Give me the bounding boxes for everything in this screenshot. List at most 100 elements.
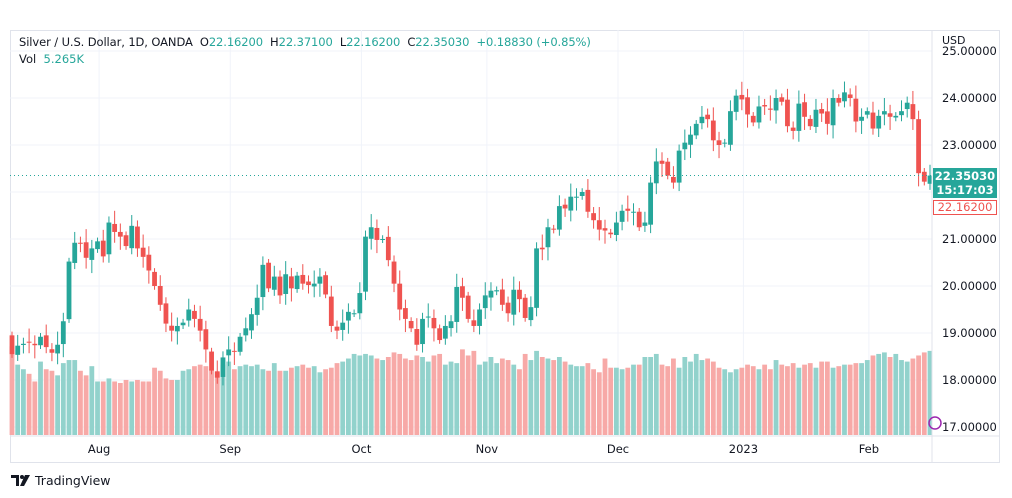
candle-body xyxy=(773,98,779,111)
volume-bar xyxy=(83,375,89,435)
symbol-title[interactable]: Silver / U.S. Dollar, 1D, OANDA xyxy=(19,35,193,49)
volume-bar xyxy=(745,364,750,435)
volume-bar xyxy=(72,360,78,435)
candle-body xyxy=(739,94,745,100)
volume-bar xyxy=(260,369,266,435)
volume-bar xyxy=(836,366,842,435)
candle-body xyxy=(728,111,733,145)
volume-bar xyxy=(186,369,192,435)
volume-bar xyxy=(921,352,927,435)
candle-body xyxy=(260,264,266,298)
candle-body xyxy=(448,321,454,329)
candle-body xyxy=(454,286,460,322)
candle-body xyxy=(140,247,146,257)
chart-frame[interactable] xyxy=(10,30,1000,463)
candle-body xyxy=(117,231,123,237)
candle-body xyxy=(174,325,180,332)
volume-bar xyxy=(773,360,779,435)
candle-body xyxy=(15,345,21,355)
volume-bar xyxy=(214,372,220,435)
volume-bar xyxy=(710,361,716,435)
volume-bar xyxy=(437,353,443,435)
volume-bar xyxy=(243,364,249,435)
candle-body xyxy=(864,111,870,115)
candle-body xyxy=(756,106,762,123)
volume-bar xyxy=(26,373,32,435)
volume-bar xyxy=(43,369,49,435)
candle-body xyxy=(471,320,477,326)
close-label: C xyxy=(407,35,416,49)
volume-bar xyxy=(368,355,374,435)
candle-body xyxy=(699,116,705,124)
high-value: 22.37100 xyxy=(278,35,333,49)
candle-body xyxy=(842,92,847,102)
candle-body xyxy=(442,325,448,339)
candle-body xyxy=(380,239,386,240)
volume-bar xyxy=(722,369,728,435)
candle-body xyxy=(916,119,921,174)
volume-bar xyxy=(613,367,619,435)
volume-bar xyxy=(767,369,773,435)
candle-body xyxy=(226,349,232,356)
candle-body xyxy=(203,329,209,350)
candlesticks xyxy=(9,81,933,386)
candle-body xyxy=(72,242,78,263)
tradingview-brand[interactable]: TradingView xyxy=(11,473,111,488)
candle-body xyxy=(363,236,368,292)
volume-bar xyxy=(117,383,123,435)
volume-bar xyxy=(699,360,705,435)
volume-bar xyxy=(859,363,864,435)
volume-bar xyxy=(271,363,277,435)
volume-bar xyxy=(152,367,157,435)
candle-body xyxy=(323,275,329,295)
volume-bar xyxy=(785,366,790,435)
candle-body xyxy=(904,102,910,110)
volume-bar xyxy=(881,352,887,435)
price-tick-label: 21.00000 xyxy=(942,232,997,246)
volume-bar xyxy=(545,358,551,435)
volume-bar xyxy=(802,364,807,435)
volume-bar xyxy=(346,358,351,435)
volume-bar xyxy=(574,366,579,435)
candle-body xyxy=(853,98,859,122)
currency-label[interactable]: USD xyxy=(942,34,966,47)
volume-bar xyxy=(893,353,899,435)
vol-label[interactable]: Vol xyxy=(19,52,37,66)
candle-body xyxy=(653,161,659,184)
candle-body xyxy=(796,103,802,131)
volume-bar xyxy=(385,357,391,435)
volume-bar xyxy=(300,364,306,435)
volume-bar xyxy=(380,360,386,435)
volume-bar xyxy=(9,346,15,435)
candle-body xyxy=(688,134,693,145)
candle-body xyxy=(693,123,699,136)
candle-body xyxy=(243,328,249,336)
price-tick-label: 19.00000 xyxy=(942,326,997,340)
candle-body xyxy=(665,161,671,176)
volume-bar xyxy=(403,358,408,435)
volume-bar xyxy=(619,369,625,435)
volume-bar xyxy=(499,358,505,435)
volume-bar xyxy=(927,350,933,435)
volume-bar xyxy=(311,366,317,435)
volume-bar xyxy=(180,370,186,435)
candle-body xyxy=(659,160,665,164)
volume-bar xyxy=(916,355,921,435)
candle-body xyxy=(556,206,562,230)
volume-bar xyxy=(397,353,403,435)
candle-body xyxy=(790,127,796,131)
candle-body xyxy=(807,118,813,127)
candle-body xyxy=(180,322,186,326)
candle-body xyxy=(613,222,619,236)
volume-bar xyxy=(842,364,847,435)
volume-bar xyxy=(779,364,785,435)
candle-body xyxy=(534,248,539,308)
candle-body xyxy=(648,182,654,225)
candle-body xyxy=(209,351,214,371)
candle-body xyxy=(437,328,443,341)
candle-body xyxy=(425,316,431,318)
candle-body xyxy=(112,223,118,232)
volume-bar xyxy=(294,366,300,435)
candle-body xyxy=(785,99,790,127)
